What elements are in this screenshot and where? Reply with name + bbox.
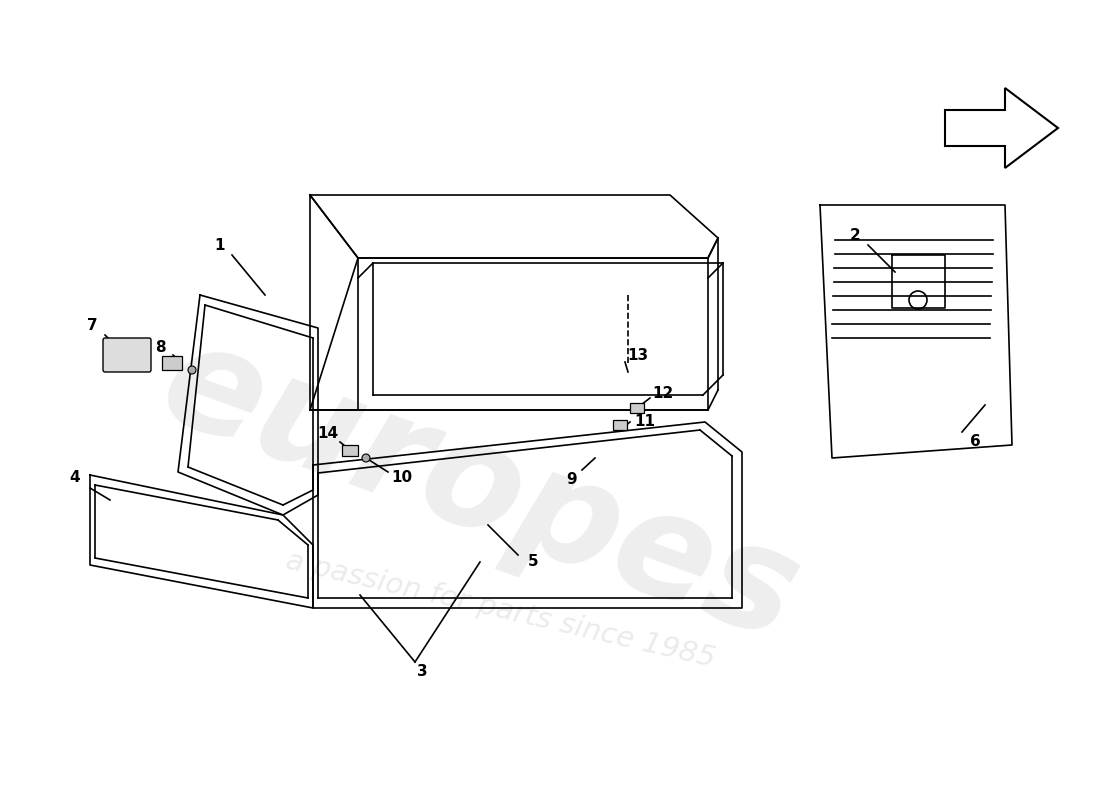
Text: 11: 11: [635, 414, 656, 430]
Text: 5: 5: [528, 554, 538, 570]
Text: 14: 14: [318, 426, 339, 442]
Text: 4: 4: [69, 470, 80, 486]
Text: 1: 1: [214, 238, 225, 253]
Text: 7: 7: [87, 318, 97, 333]
Text: 12: 12: [652, 386, 673, 401]
Bar: [613, 420, 627, 430]
Bar: [342, 445, 358, 455]
Text: 10: 10: [392, 470, 412, 486]
Text: 6: 6: [969, 434, 980, 450]
Text: 8: 8: [155, 339, 165, 354]
Text: 13: 13: [627, 347, 649, 362]
FancyBboxPatch shape: [103, 338, 151, 372]
Text: 3: 3: [417, 665, 427, 679]
Text: a passion for parts since 1985: a passion for parts since 1985: [283, 547, 717, 673]
Circle shape: [362, 454, 370, 462]
Text: europes: europes: [143, 310, 816, 670]
Bar: [630, 403, 644, 413]
Bar: [162, 356, 182, 370]
Text: 9: 9: [566, 473, 578, 487]
Text: 2: 2: [849, 227, 860, 242]
Circle shape: [188, 366, 196, 374]
